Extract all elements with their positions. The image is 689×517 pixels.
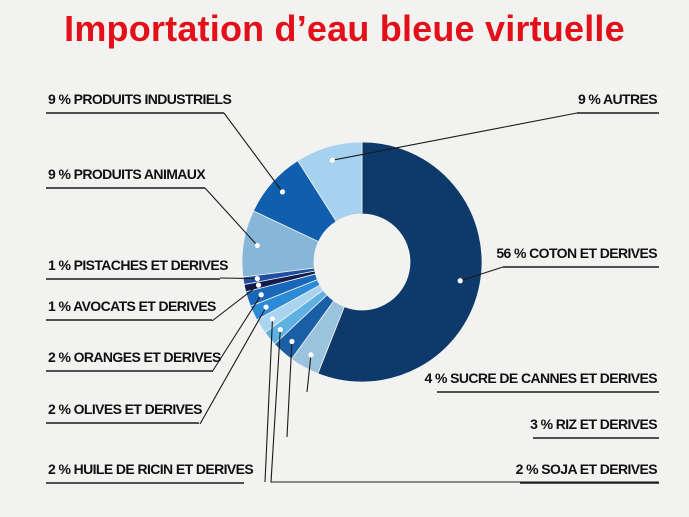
label-soja-et-derives: 2 % SOJA ET DERIVES	[516, 461, 658, 477]
leader-lines	[46, 112, 659, 484]
dot-pistaches-et-derives	[254, 275, 260, 282]
dot-autres	[329, 157, 336, 163]
slice-labels: 56 % COTON ET DERIVES 4 % SUCRE DE CANNES…	[48, 91, 658, 477]
label-riz-et-derives: 3 % RIZ ET DERIVES	[530, 416, 657, 432]
dot-huile-de-ricin-et-derives	[269, 316, 276, 322]
label-autres: 9 % AUTRES	[578, 91, 657, 107]
leader-dots	[254, 157, 463, 358]
leader-produits-animaux	[204, 187, 258, 246]
leader-huile-de-ricin-et-derives	[264, 318, 274, 483]
leader-produits-industriels	[223, 112, 283, 193]
leader-autres	[332, 112, 578, 161]
leader-pistaches-et-derives	[219, 277, 258, 280]
leader-olives-et-derives	[199, 306, 267, 425]
dot-sucre-de-cannes-et-derives	[308, 352, 314, 358]
dot-coton-et-derives	[457, 278, 463, 284]
label-olives-et-derives: 2 % OLIVES ET DERIVES	[48, 401, 202, 417]
page-title: Importation d’eau bleue virtuelle	[64, 8, 625, 49]
leader-riz-et-derives	[286, 341, 293, 438]
dot-produits-industriels	[279, 189, 286, 195]
dot-oranges-et-derives	[258, 292, 264, 298]
leader-coton-et-derives	[460, 266, 504, 282]
label-huile-de-ricin-et-derives: 2 % HUILE DE RICIN ET DERIVES	[48, 461, 253, 477]
dot-olives-et-derives	[263, 304, 269, 310]
label-produits-industriels: 9 % PRODUITS INDUSTRIELS	[48, 91, 231, 107]
label-coton-et-derives: 56 % COTON ET DERIVES	[496, 245, 657, 261]
dot-soja-et-derives	[277, 326, 283, 333]
leader-sucre-de-cannes-et-derives	[306, 354, 312, 393]
dot-avocats-et-derives	[255, 282, 262, 288]
leader-soja-et-derives	[270, 329, 659, 483]
label-sucre-de-cannes-et-derives: 4 % SUCRE DE CANNES ET DERIVES	[425, 370, 658, 386]
dot-riz-et-derives	[289, 338, 295, 345]
dot-produits-animaux	[254, 242, 260, 249]
leader-oranges-et-derives	[211, 294, 262, 373]
leader-avocats-et-derives	[211, 284, 259, 322]
label-produits-animaux: 9 % PRODUITS ANIMAUX	[48, 166, 206, 182]
slice-coton-et-derives	[317, 141, 483, 383]
donut-slices	[241, 141, 483, 383]
label-avocats-et-derives: 1 % AVOCATS ET DERIVES	[48, 298, 216, 314]
label-pistaches-et-derives: 1 % PISTACHES ET DERIVES	[48, 257, 228, 273]
slice-autres	[297, 141, 363, 223]
label-oranges-et-derives: 2 % ORANGES ET DERIVES	[48, 349, 221, 365]
